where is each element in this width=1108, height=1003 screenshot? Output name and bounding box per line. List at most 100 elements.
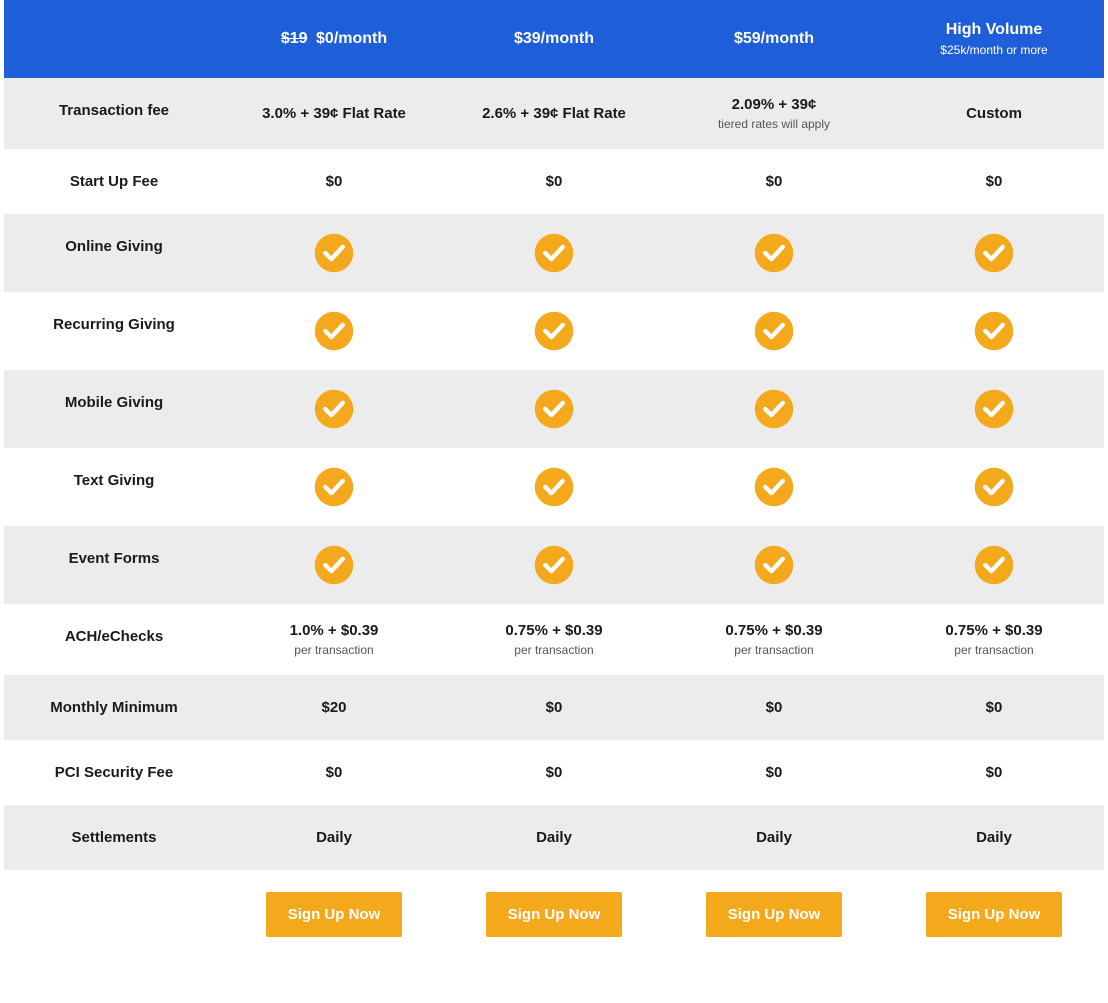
cell-subvalue: tiered rates will apply — [718, 117, 830, 131]
signup-button[interactable]: Sign Up Now — [706, 892, 843, 937]
plan-header-59: $59/month — [664, 12, 884, 66]
feature-cell: Custom — [884, 78, 1104, 149]
checkmark-icon — [973, 232, 1015, 274]
plan-header-39: $39/month — [444, 12, 664, 66]
feature-cell: $0 — [224, 740, 444, 805]
plan-price-wrap: $59/month — [734, 30, 814, 48]
cell-value: 2.09% + 39¢ — [732, 96, 817, 113]
feature-cell: Daily — [224, 805, 444, 870]
feature-cell: Daily — [444, 805, 664, 870]
feature-cell — [884, 370, 1104, 448]
cta-empty-cell — [4, 880, 224, 949]
cell-value: $0 — [986, 764, 1003, 781]
cta-row: Sign Up Now Sign Up Now Sign Up Now Sign… — [4, 870, 1104, 969]
feature-cell: $0 — [664, 149, 884, 214]
feature-cell: $0 — [444, 149, 664, 214]
cell-value: Daily — [976, 829, 1012, 846]
cell-value: Daily — [316, 829, 352, 846]
feature-cell: 2.09% + 39¢ tiered rates will apply — [664, 78, 884, 149]
feature-cell: $0 — [664, 675, 884, 740]
cell-value: $0 — [546, 764, 563, 781]
cta-cell: Sign Up Now — [664, 880, 884, 949]
checkmark-icon — [313, 232, 355, 274]
signup-button[interactable]: Sign Up Now — [486, 892, 623, 937]
signup-button[interactable]: Sign Up Now — [926, 892, 1063, 937]
cell-value: 0.75% + $0.39 — [505, 622, 602, 639]
checkmark-icon — [753, 466, 795, 508]
checkmark-icon — [753, 544, 795, 586]
cell-value: Daily — [536, 829, 572, 846]
plan-price: $59/month — [734, 30, 814, 47]
checkmark-icon — [973, 310, 1015, 352]
cell-value: Daily — [756, 829, 792, 846]
feature-cell: Daily — [664, 805, 884, 870]
feature-cell: 0.75% + $0.39 per transaction — [444, 604, 664, 675]
feature-cell — [444, 526, 664, 604]
feature-label: Online Giving — [4, 214, 224, 292]
feature-cell — [884, 292, 1104, 370]
feature-rows-container: Transaction fee3.0% + 39¢ Flat Rate2.6% … — [4, 78, 1104, 870]
cell-subvalue: per transaction — [514, 643, 593, 657]
feature-cell — [444, 214, 664, 292]
cell-value: $0 — [766, 764, 783, 781]
feature-cell — [444, 448, 664, 526]
checkmark-icon — [753, 388, 795, 430]
feature-row: PCI Security Fee$0$0$0$0 — [4, 740, 1104, 805]
feature-cell — [224, 448, 444, 526]
plan-price-wrap: $19 $0/month — [281, 30, 387, 48]
checkmark-icon — [533, 544, 575, 586]
feature-cell: $0 — [444, 675, 664, 740]
cell-value: $0 — [546, 699, 563, 716]
feature-row: Recurring Giving — [4, 292, 1104, 370]
cell-value: 3.0% + 39¢ Flat Rate — [262, 105, 406, 122]
cell-value: 0.75% + $0.39 — [945, 622, 1042, 639]
cell-value: $0 — [766, 173, 783, 190]
plan-header-row: $19 $0/month $39/month $59/month High Vo… — [4, 0, 1104, 78]
cell-value: Custom — [966, 105, 1022, 122]
feature-cell — [224, 292, 444, 370]
checkmark-icon — [313, 388, 355, 430]
feature-cell — [664, 292, 884, 370]
feature-cell: $0 — [884, 149, 1104, 214]
feature-row: Event Forms — [4, 526, 1104, 604]
cell-subvalue: per transaction — [734, 643, 813, 657]
checkmark-icon — [973, 544, 1015, 586]
feature-label: Settlements — [4, 805, 224, 870]
cta-cell: Sign Up Now — [444, 880, 664, 949]
cell-value: $0 — [546, 173, 563, 190]
feature-cell: 0.75% + $0.39 per transaction — [664, 604, 884, 675]
feature-label: PCI Security Fee — [4, 740, 224, 805]
checkmark-icon — [753, 232, 795, 274]
signup-button[interactable]: Sign Up Now — [266, 892, 403, 937]
feature-cell — [444, 370, 664, 448]
feature-row: Mobile Giving — [4, 370, 1104, 448]
checkmark-icon — [973, 388, 1015, 430]
feature-row: Online Giving — [4, 214, 1104, 292]
cell-value: 1.0% + $0.39 — [290, 622, 379, 639]
feature-row: Text Giving — [4, 448, 1104, 526]
feature-label: Monthly Minimum — [4, 675, 224, 740]
feature-cell — [884, 214, 1104, 292]
cell-value: $0 — [986, 173, 1003, 190]
plan-header-highvolume: High Volume $25k/month or more — [884, 3, 1104, 75]
feature-cell: $0 — [884, 675, 1104, 740]
plan-price: $39/month — [514, 30, 594, 47]
feature-label: Event Forms — [4, 526, 224, 604]
feature-cell — [664, 370, 884, 448]
feature-cell — [224, 526, 444, 604]
cell-value: 0.75% + $0.39 — [725, 622, 822, 639]
cell-value: $20 — [321, 699, 346, 716]
feature-label: Text Giving — [4, 448, 224, 526]
feature-cell: 3.0% + 39¢ Flat Rate — [224, 78, 444, 149]
feature-cell: $20 — [224, 675, 444, 740]
feature-cell: $0 — [224, 149, 444, 214]
checkmark-icon — [533, 466, 575, 508]
cell-subvalue: per transaction — [954, 643, 1033, 657]
feature-cell — [224, 370, 444, 448]
feature-cell — [884, 448, 1104, 526]
plan-price: $0/month — [316, 30, 387, 47]
feature-cell — [664, 214, 884, 292]
feature-row: Transaction fee3.0% + 39¢ Flat Rate2.6% … — [4, 78, 1104, 149]
cell-subvalue: per transaction — [294, 643, 373, 657]
feature-cell: 1.0% + $0.39 per transaction — [224, 604, 444, 675]
